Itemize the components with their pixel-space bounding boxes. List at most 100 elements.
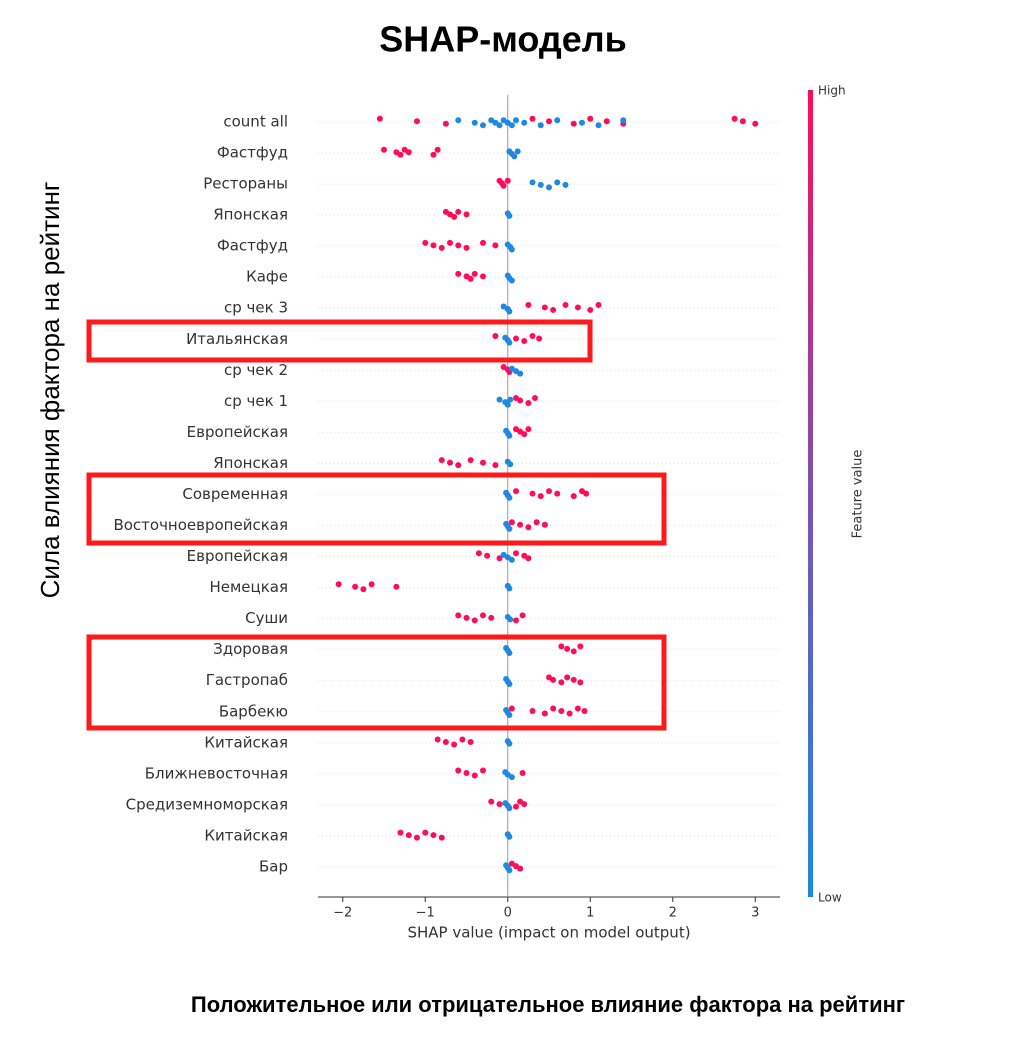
y-tick-label: Китайская: [204, 826, 288, 844]
dot: [455, 612, 462, 619]
dot: [504, 177, 511, 184]
dot: [480, 273, 486, 280]
dot: [519, 770, 526, 777]
dot: [488, 614, 495, 621]
dot: [521, 119, 528, 126]
highlight-box: [86, 319, 593, 363]
dot: [533, 519, 540, 526]
dot: [546, 184, 552, 191]
dot: [529, 490, 536, 497]
y-tick-label: ср чек 3: [224, 299, 288, 317]
dot: [508, 705, 515, 712]
dot: [405, 149, 412, 156]
dot: [558, 679, 565, 686]
dot: [554, 117, 561, 124]
y-tick-label: Средиземноморская: [126, 795, 288, 813]
dot: [739, 118, 746, 125]
dot: [506, 308, 513, 315]
dot: [537, 122, 544, 129]
x-tick-label: 3: [751, 906, 759, 921]
dot: [521, 801, 528, 808]
dot: [546, 118, 552, 125]
highlight-box: [86, 472, 667, 546]
y-tick-label: ср чек 2: [224, 361, 288, 379]
plot-area: −2 −1 0 1 2 3 count all Фастфуд Рестораны Японска…: [113, 95, 780, 921]
dot: [564, 645, 571, 652]
dot: [595, 122, 602, 129]
dot: [550, 676, 557, 683]
dot: [620, 117, 627, 124]
dot: [496, 555, 503, 562]
dot: [463, 211, 470, 218]
dot: [562, 301, 569, 308]
dot: [434, 146, 441, 153]
dot: [507, 396, 514, 403]
dot: [471, 119, 478, 126]
dot: [397, 151, 404, 158]
y-tick-label: Японская: [213, 206, 288, 224]
dot: [577, 643, 584, 650]
dot: [558, 707, 565, 714]
dot: [587, 115, 594, 122]
dot: [517, 521, 524, 528]
dot: [579, 119, 585, 126]
y-tick-label: Европейская: [187, 547, 288, 565]
caption: Положительное или отрицательное влияние …: [191, 992, 905, 1017]
dot: [529, 707, 536, 714]
dot: [405, 832, 412, 839]
x-tick-label: −2: [333, 906, 352, 921]
dot: [531, 395, 538, 402]
y-tick-label: Современная: [182, 485, 288, 503]
dot: [513, 117, 519, 124]
dot: [492, 462, 499, 469]
dot: [368, 581, 375, 588]
dot: [558, 643, 565, 650]
highlight-boxes: [86, 319, 667, 731]
dot: [496, 801, 503, 808]
dot: [570, 676, 577, 683]
y-tick-label: Европейская: [187, 423, 288, 441]
dot: [550, 306, 557, 313]
y-tick-label: Ближневосточная: [145, 764, 288, 782]
dot: [517, 397, 524, 404]
dot: [537, 181, 544, 188]
dot: [564, 674, 571, 681]
dot: [731, 115, 738, 122]
dot: [513, 335, 519, 342]
dot: [506, 740, 513, 747]
dot: [442, 739, 449, 745]
y-tick-label: Суши: [245, 609, 288, 627]
dot: [492, 242, 499, 249]
y-tick-label: Фастфуд: [217, 144, 288, 162]
dot: [554, 179, 561, 186]
dot: [508, 246, 515, 253]
y-tick-label: Кафе: [246, 268, 288, 286]
dot: [521, 337, 528, 344]
y-axis-label: Сила влияния фактора на рейтинг: [35, 182, 65, 599]
dot: [438, 244, 445, 251]
dot: [414, 834, 420, 841]
colorbar-high: High: [818, 84, 846, 98]
dot: [507, 616, 514, 623]
dot: [511, 153, 518, 160]
y-tick-label: Китайская: [204, 733, 288, 751]
dot: [513, 550, 519, 557]
dot: [541, 521, 548, 528]
dot: [506, 867, 513, 874]
dot: [525, 400, 532, 407]
dot: [467, 739, 474, 745]
dot: [467, 275, 474, 282]
dot: [508, 556, 515, 563]
dot: [536, 335, 543, 342]
dot: [500, 182, 507, 189]
x-tick-label: −1: [416, 906, 435, 921]
dot: [480, 459, 486, 466]
dot: [414, 118, 420, 125]
dot: [508, 277, 515, 284]
dot: [541, 304, 548, 311]
dot: [570, 493, 577, 500]
y-tick-label: Рестораны: [203, 175, 288, 193]
dot: [574, 304, 581, 311]
colorbar: [808, 90, 813, 897]
y-tick-label: count all: [223, 113, 288, 131]
